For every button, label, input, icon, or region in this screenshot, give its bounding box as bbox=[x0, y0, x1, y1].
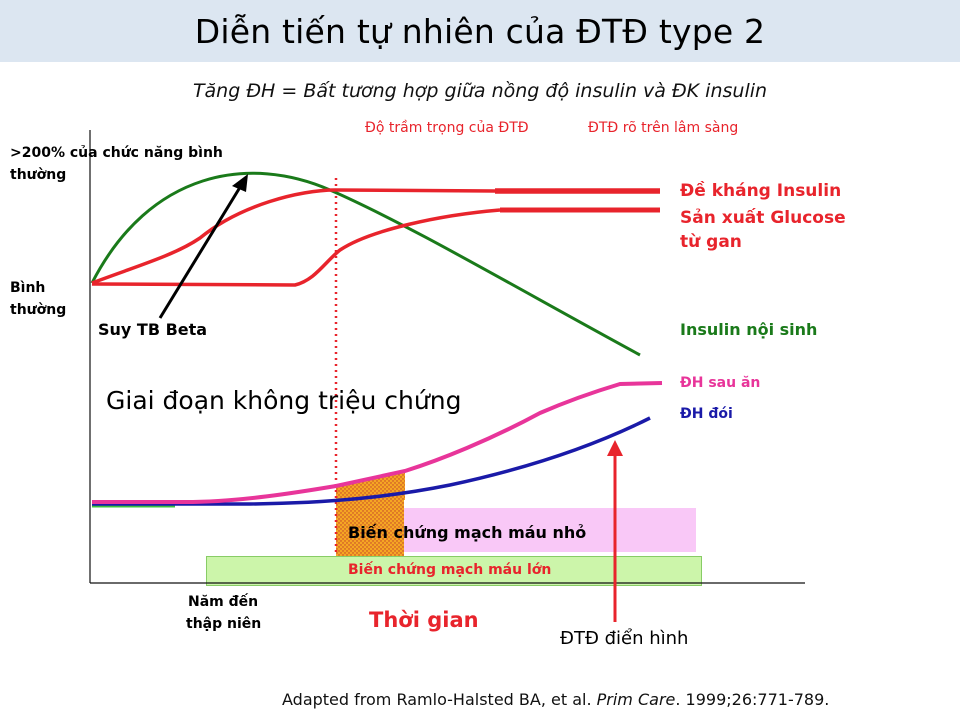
microvascular-label: Biến chứng mạch máu nhỏ bbox=[348, 523, 587, 542]
macrovascular-label: Biến chứng mạch máu lớn bbox=[348, 562, 552, 578]
postprandial-glucose-curve bbox=[92, 381, 663, 504]
y-top-label-line2: thường bbox=[10, 167, 67, 183]
citation: Adapted from Ramlo-Halsted BA, et al. Pr… bbox=[282, 690, 829, 709]
y-top-label-line1: >200% của chức năng bình bbox=[10, 145, 223, 161]
beta-cell-arrow-head bbox=[232, 174, 248, 192]
glucose-production-label-line2: từ gan bbox=[680, 232, 742, 252]
glucose-production-label-line1: Sản xuất Glucose bbox=[680, 208, 846, 228]
citation-journal: Prim Care bbox=[596, 690, 676, 709]
subtitle: Tăng ĐH = Bất tương hợp giữa nồng độ ins… bbox=[192, 80, 768, 102]
clinical-label: ĐTĐ rõ trên lâm sàng bbox=[588, 120, 739, 136]
beta-cell-arrow-line bbox=[158, 183, 244, 319]
asymptomatic-phase-label: Giai đoạn không triệu chứng bbox=[106, 386, 462, 415]
beta-cell-failure-label: Suy TB Beta bbox=[98, 320, 208, 339]
fasting-glucose-label: ĐH đói bbox=[680, 406, 733, 422]
fasting-glucose-curve bbox=[92, 416, 651, 506]
citation-suffix: . 1999;26:771-789. bbox=[675, 690, 830, 709]
endogenous-insulin-label: Insulin nội sinh bbox=[680, 320, 818, 339]
postprandial-glucose-label: ĐH sau ăn bbox=[680, 375, 761, 391]
page-title: Diễn tiến tự nhiên của ĐTĐ type 2 bbox=[194, 12, 766, 51]
y-normal-label-line1: Bình bbox=[10, 280, 46, 296]
x-decades-label-line1: Năm đến bbox=[188, 594, 259, 610]
x-decades-label-line2: thập niên bbox=[186, 616, 262, 632]
time-axis-label: Thời gian bbox=[369, 608, 479, 632]
title-bar bbox=[0, 0, 960, 62]
insulin-resistance-curve bbox=[91, 188, 496, 285]
glucose-production-curve bbox=[91, 208, 501, 287]
typical-diabetes-label: ĐTĐ điển hình bbox=[560, 628, 689, 649]
insulin-resistance-label: Đề kháng Insulin bbox=[680, 181, 842, 201]
orange-shaded-column bbox=[336, 500, 404, 556]
severity-label: Độ trầm trọng của ĐTĐ bbox=[365, 120, 529, 136]
macrovascular-box bbox=[206, 556, 702, 586]
citation-prefix: Adapted from Ramlo-Halsted BA, et al. bbox=[282, 690, 597, 709]
y-normal-label-line2: thường bbox=[10, 302, 67, 318]
typical-diabetes-arrow-head bbox=[607, 440, 623, 456]
